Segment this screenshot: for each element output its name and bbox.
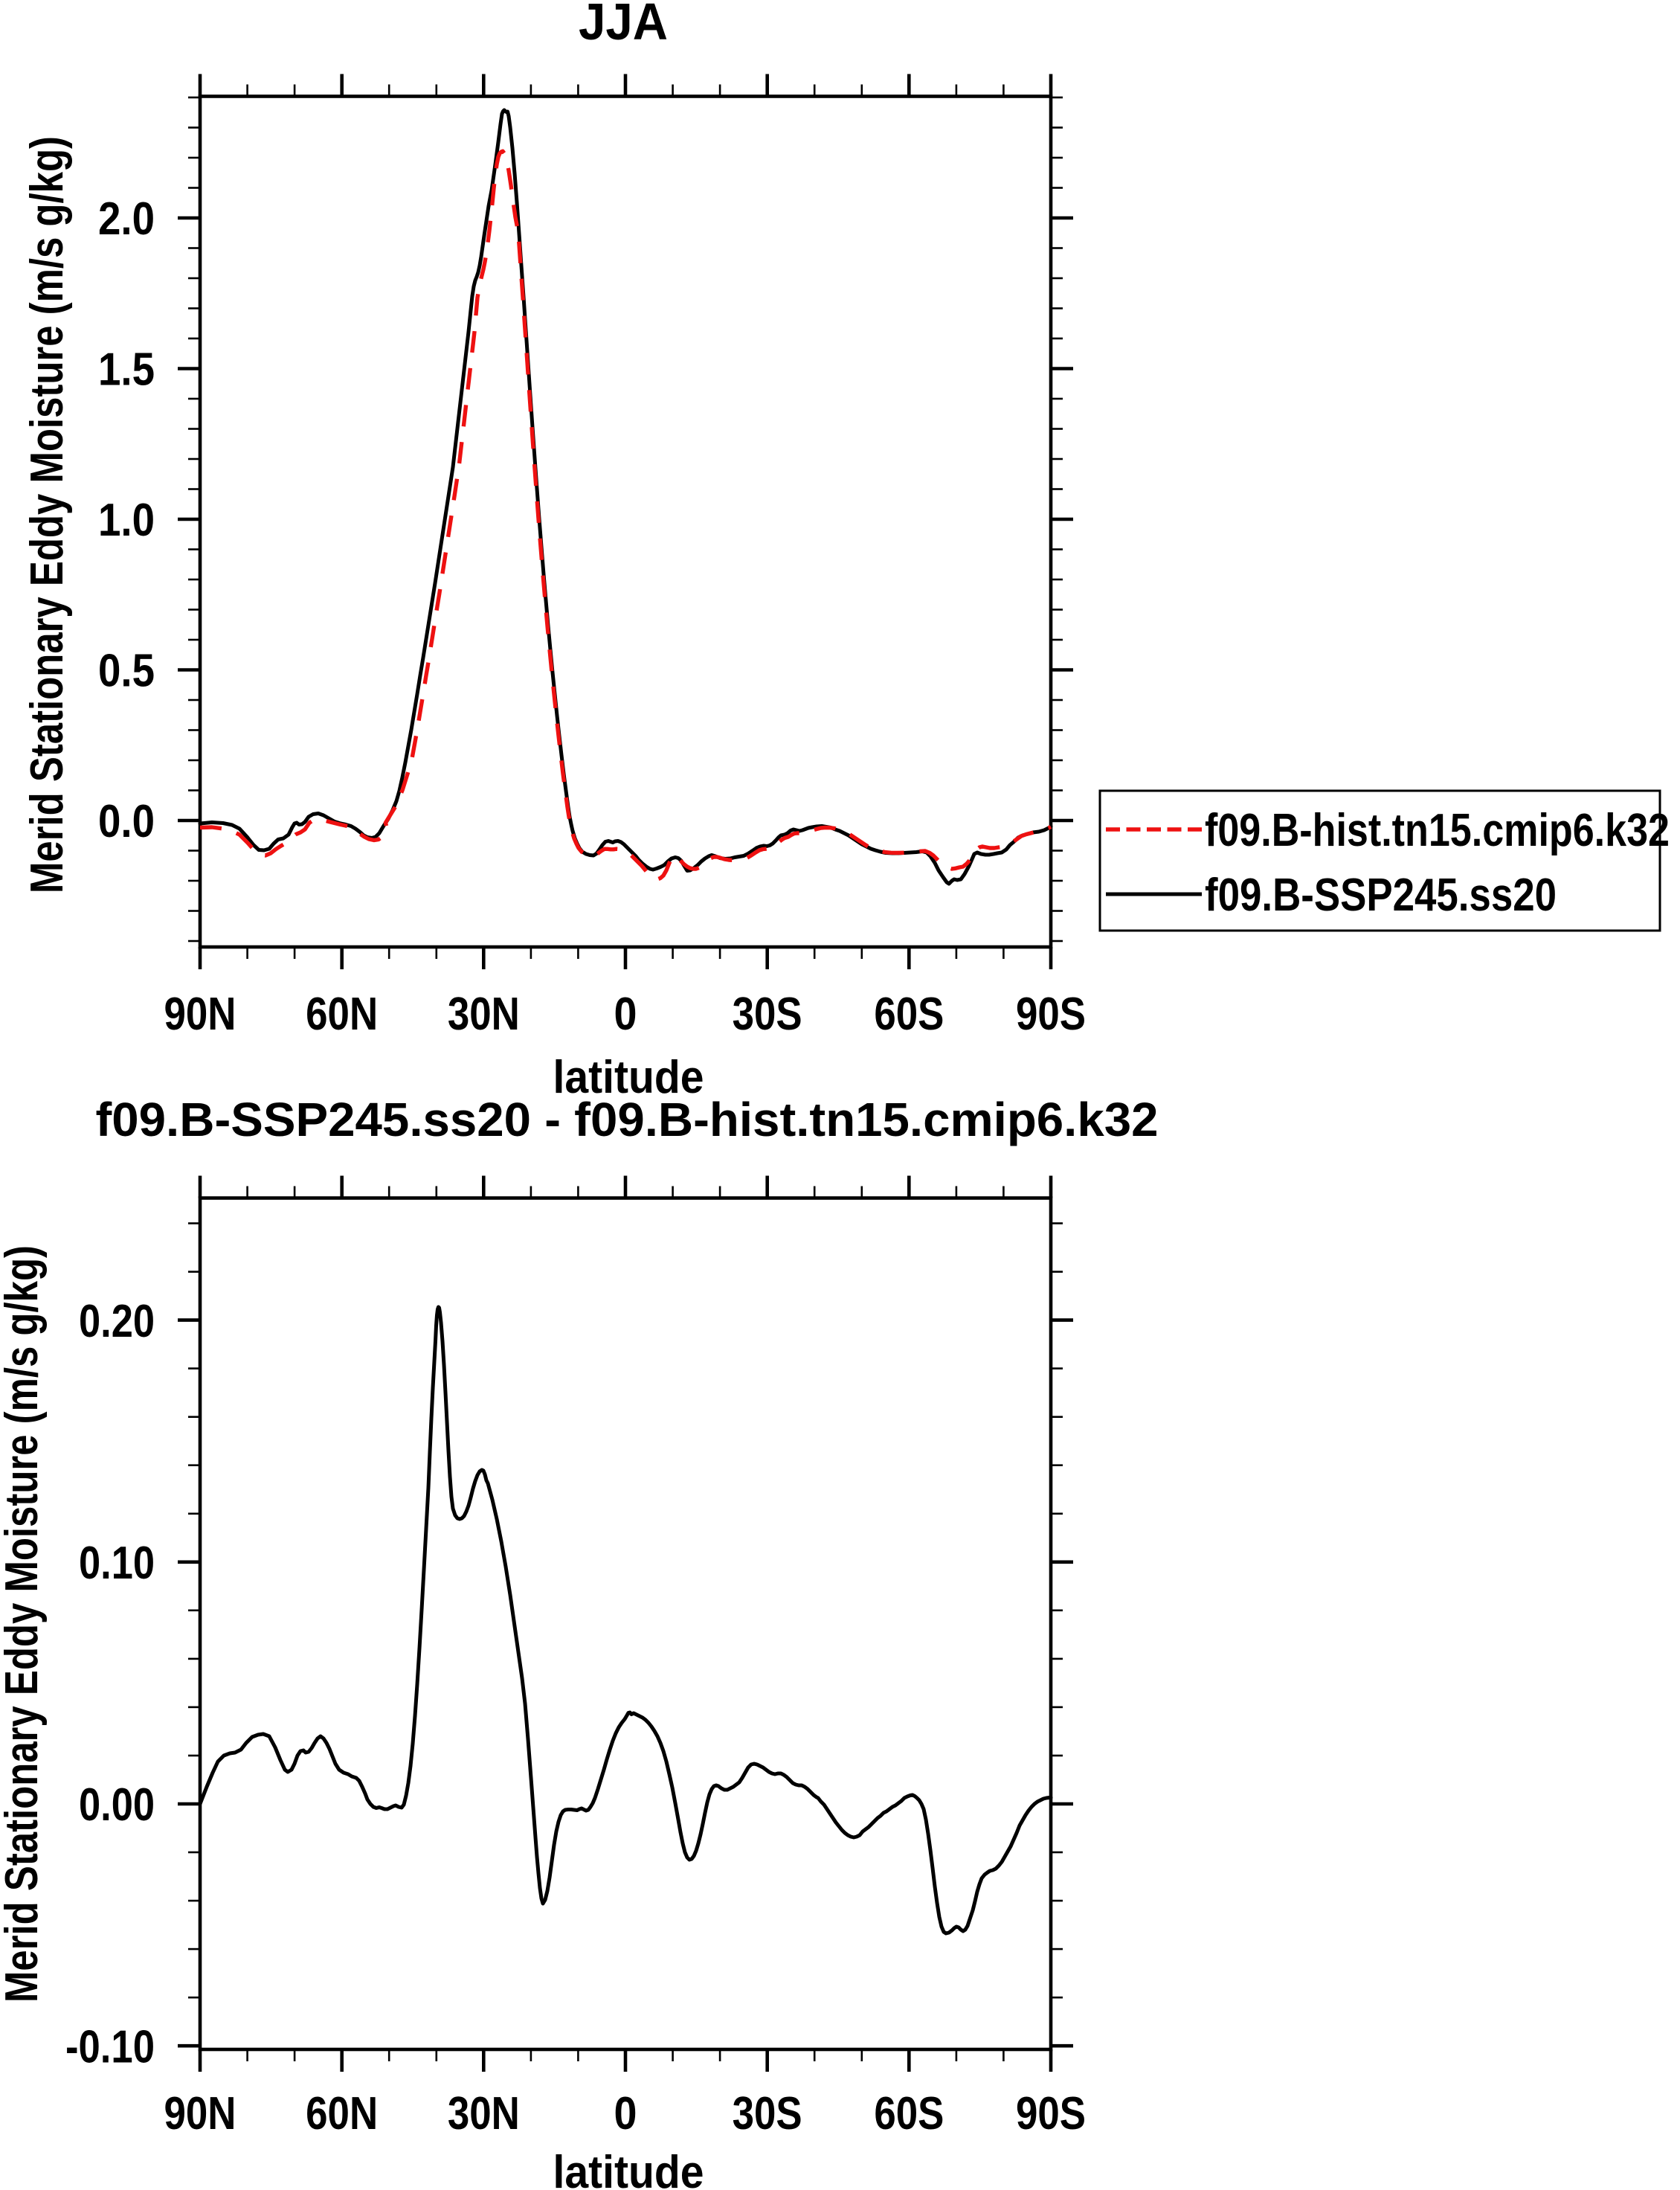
svg-text:90N: 90N	[164, 989, 236, 1040]
svg-text:JJA: JJA	[579, 0, 668, 51]
svg-text:0.0: 0.0	[98, 796, 155, 847]
svg-text:f09.B-SSP245.ss20: f09.B-SSP245.ss20	[1205, 870, 1557, 921]
svg-text:60S: 60S	[874, 2088, 944, 2139]
svg-text:0: 0	[614, 2088, 637, 2139]
svg-text:90S: 90S	[1016, 989, 1086, 1040]
svg-text:0: 0	[614, 989, 637, 1040]
svg-text:60N: 60N	[306, 2088, 378, 2139]
svg-text:f09.B-SSP245.ss20 - f09.B-hist: f09.B-SSP245.ss20 - f09.B-hist.tn15.cmip…	[96, 1093, 1159, 1146]
svg-text:60N: 60N	[306, 989, 378, 1040]
svg-text:1.5: 1.5	[98, 344, 155, 396]
svg-text:30S: 30S	[733, 2088, 802, 2139]
svg-text:latitude: latitude	[553, 1052, 704, 1103]
svg-text:Merid Stationary Eddy Moisture: Merid Stationary Eddy Moisture (m/s g/kg…	[22, 136, 73, 893]
svg-text:1.0: 1.0	[98, 495, 155, 546]
svg-text:30N: 30N	[448, 989, 520, 1040]
svg-text:Merid Stationary Eddy Moisture: Merid Stationary Eddy Moisture (m/s g/kg…	[0, 1245, 48, 2003]
svg-text:2.0: 2.0	[98, 193, 155, 245]
svg-text:90N: 90N	[164, 2088, 236, 2139]
svg-text:-0.10: -0.10	[65, 2021, 155, 2072]
svg-text:f09.B-hist.tn15.cmip6.k32: f09.B-hist.tn15.cmip6.k32	[1205, 805, 1670, 856]
svg-text:30S: 30S	[733, 989, 802, 1040]
svg-text:0.00: 0.00	[79, 1779, 155, 1831]
svg-text:0.10: 0.10	[79, 1538, 155, 1589]
svg-text:0.5: 0.5	[98, 646, 155, 697]
svg-text:60S: 60S	[874, 989, 944, 1040]
svg-text:0.20: 0.20	[79, 1296, 155, 1347]
svg-text:90S: 90S	[1016, 2088, 1086, 2139]
svg-text:30N: 30N	[448, 2088, 520, 2139]
svg-text:latitude: latitude	[553, 2147, 704, 2190]
